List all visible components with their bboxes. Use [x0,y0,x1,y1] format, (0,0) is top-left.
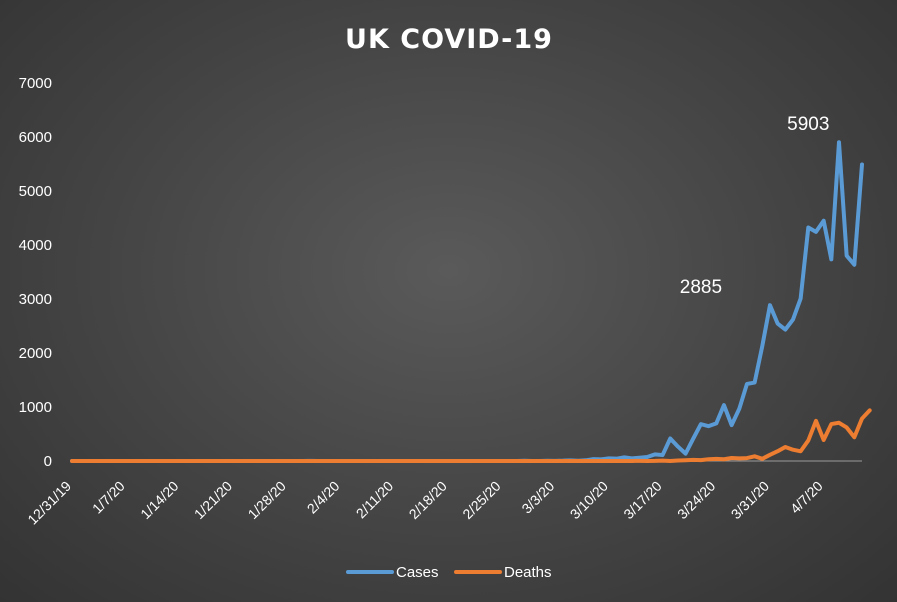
y-tick-label: 0 [44,453,52,470]
data-label: 5903 [787,114,829,135]
y-tick-label: 1000 [19,399,52,416]
x-tick-label: 1/7/20 [89,478,128,517]
chart-title: UK COVID-19 [345,24,553,55]
x-tick-label: 1/21/20 [191,478,235,522]
x-tick-label: 2/11/20 [353,478,397,522]
x-tick-label: 3/24/20 [674,478,718,522]
x-tick-label: 3/17/20 [620,478,664,522]
y-tick-label: 3000 [19,291,52,308]
x-tick-label: 1/14/20 [137,478,181,522]
y-axis: 0 1000 2000 3000 4000 5000 6000 7000 [19,75,52,470]
y-tick-label: 4000 [19,237,52,254]
legend: Cases Deaths [346,564,552,581]
series-layer [70,140,872,463]
y-tick-label: 7000 [19,75,52,92]
y-tick-label: 2000 [19,345,52,362]
annotation-layer: 2885 5903 [680,114,830,298]
y-tick-label: 5000 [19,183,52,200]
x-tick-label: 1/28/20 [245,478,289,522]
legend-label-deaths: Deaths [504,564,552,581]
y-tick-label: 6000 [19,129,52,146]
x-tick-label: 2/25/20 [459,478,503,522]
x-tick-label: 3/10/20 [567,478,611,522]
series-line-cases [70,140,864,463]
x-axis: 12/31/19 1/7/20 1/14/20 1/21/20 1/28/20 2/4/2… [24,460,862,528]
x-tick-label: 12/31/19 [24,478,74,528]
x-tick-label: 3/3/20 [518,478,557,517]
x-tick-label: 2/4/20 [304,478,343,517]
data-label: 2885 [680,277,722,298]
x-tick-label: 3/31/20 [728,478,772,522]
x-tick-label: 2/18/20 [406,478,450,522]
x-tick-label: 4/7/20 [787,478,826,517]
legend-label-cases: Cases [396,564,439,581]
series-line-deaths [70,408,872,463]
